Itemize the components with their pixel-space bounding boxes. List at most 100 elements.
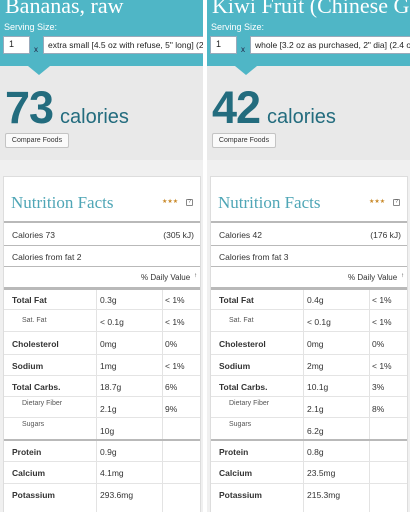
divider bbox=[4, 417, 200, 418]
nutrient-amount: 10g bbox=[100, 426, 115, 436]
rating-stars-icon[interactable]: ★★★ bbox=[162, 199, 179, 205]
nutrient-amount: 10.1g bbox=[307, 382, 329, 392]
divider bbox=[4, 245, 200, 246]
column-line bbox=[369, 290, 370, 512]
kilojoules-text: (305 kJ) bbox=[163, 230, 194, 240]
calories-number: 73 bbox=[5, 82, 54, 133]
nutrient-amount: 6.2g bbox=[307, 426, 324, 436]
divider bbox=[211, 354, 407, 355]
nutrient-label: Cholesterol bbox=[219, 339, 266, 349]
nutrient-daily-value: < 1% bbox=[372, 295, 392, 305]
column-line bbox=[303, 290, 304, 512]
food-panel-kiwi: Kiwi Fruit (Chinese Go Serving Size: 1 x… bbox=[207, 0, 410, 512]
nutrient-amount: < 0.1g bbox=[307, 317, 331, 327]
nutrient-amount: 2.1g bbox=[100, 404, 117, 414]
divider bbox=[211, 461, 407, 462]
food-title: Kiwi Fruit (Chinese Go bbox=[212, 0, 410, 18]
nutrient-label: Calcium bbox=[12, 468, 46, 478]
divider bbox=[4, 331, 200, 332]
nutrient-amount: 0.8g bbox=[307, 447, 324, 457]
title-bar bbox=[207, 0, 410, 66]
divider bbox=[211, 221, 407, 223]
nutrient-label: Cholesterol bbox=[12, 339, 59, 349]
quantity-input[interactable]: 1 bbox=[210, 36, 237, 54]
nutrient-label: Protein bbox=[219, 447, 249, 457]
nutrient-label: Potassium bbox=[12, 490, 55, 500]
divider bbox=[4, 309, 200, 310]
divider bbox=[211, 439, 407, 441]
column-line bbox=[96, 290, 97, 512]
food-title: Bananas, raw bbox=[5, 0, 124, 18]
calories-word: calories bbox=[60, 106, 129, 128]
quantity-input[interactable]: 1 bbox=[3, 36, 30, 54]
divider bbox=[4, 439, 200, 441]
kilojoules-text: (176 kJ) bbox=[370, 230, 401, 240]
serving-unit-select[interactable]: extra small [4.5 oz with refuse, 5" long… bbox=[43, 36, 203, 54]
nutrient-amount: 23.5mg bbox=[307, 468, 336, 478]
nutrition-facts-title: Nutrition Facts bbox=[11, 193, 114, 212]
rating-stars-icon[interactable]: ★★★ bbox=[369, 199, 386, 205]
divider bbox=[4, 461, 200, 462]
serving-unit-select[interactable]: whole [3.2 oz as purchased, 2" dia] (2.4… bbox=[250, 36, 410, 54]
nutrient-label: Dietary Fiber bbox=[22, 400, 63, 407]
compare-foods-button[interactable]: Compare Foods bbox=[212, 133, 276, 148]
nutrient-label: Sugars bbox=[22, 421, 45, 428]
from-fat-text: Calories from fat 2 bbox=[12, 252, 82, 262]
from-fat-text: Calories from fat 3 bbox=[219, 252, 289, 262]
compare-foods-button[interactable]: Compare Foods bbox=[5, 133, 69, 148]
nutrient-amount: 4.1mg bbox=[100, 468, 124, 478]
food-header: Bananas, raw Serving Size: 1 x extra sma… bbox=[0, 0, 203, 160]
info-icon: ↑ bbox=[401, 273, 404, 279]
daily-value-label: % Daily Value bbox=[141, 273, 191, 282]
nutrient-amount: 0.9g bbox=[100, 447, 117, 457]
help-icon[interactable]: ? bbox=[393, 199, 400, 206]
nutrient-label: Sugars bbox=[229, 421, 252, 428]
calories-number: 42 bbox=[212, 82, 261, 133]
nutrient-amount: 0mg bbox=[100, 339, 117, 349]
serving-size-label: Serving Size: bbox=[211, 22, 265, 32]
divider-thick bbox=[211, 287, 407, 290]
nutrition-facts-card: Nutrition Facts ★★★ ? Calories 42 (176 k… bbox=[210, 176, 408, 512]
nutrient-label: Sat. Fat bbox=[22, 317, 47, 324]
divider-thick bbox=[4, 287, 200, 290]
nutrient-amount: 0.3g bbox=[100, 295, 117, 305]
nutrient-daily-value: 8% bbox=[372, 404, 385, 414]
divider bbox=[4, 221, 200, 223]
nutrient-daily-value: < 1% bbox=[165, 361, 185, 371]
nutrient-amount: < 0.1g bbox=[100, 317, 124, 327]
divider bbox=[211, 266, 407, 267]
nutrient-amount: 2.1g bbox=[307, 404, 324, 414]
divider bbox=[211, 245, 407, 246]
nutrient-daily-value: 9% bbox=[165, 404, 178, 414]
nutrient-label: Dietary Fiber bbox=[229, 400, 270, 407]
nutrient-amount: 215.3mg bbox=[307, 490, 341, 500]
daily-value-label: % Daily Value bbox=[348, 273, 398, 282]
nutrient-label: Sodium bbox=[219, 361, 251, 371]
nutrient-label: Calcium bbox=[219, 468, 253, 478]
divider bbox=[211, 375, 407, 376]
help-icon[interactable]: ? bbox=[186, 199, 193, 206]
nutrient-daily-value: 0% bbox=[372, 339, 385, 349]
nutrient-label: Total Fat bbox=[219, 295, 254, 305]
divider bbox=[211, 483, 407, 484]
times-sign: x bbox=[241, 45, 245, 54]
nutrient-amount: 293.6mg bbox=[100, 490, 134, 500]
pointer-notch bbox=[28, 66, 50, 75]
nutrient-label: Potassium bbox=[219, 490, 262, 500]
nutrient-label: Total Fat bbox=[12, 295, 47, 305]
nutrient-label: Sat. Fat bbox=[229, 317, 254, 324]
nutrient-daily-value: < 1% bbox=[372, 317, 392, 327]
nutrient-label: Total Carbs. bbox=[219, 382, 268, 392]
divider bbox=[211, 417, 407, 418]
nutrient-amount: 18.7g bbox=[100, 382, 122, 392]
nutrition-facts-card: Nutrition Facts ★★★ ? Calories 73 (305 k… bbox=[3, 176, 201, 512]
title-bar bbox=[0, 0, 203, 66]
divider bbox=[4, 483, 200, 484]
nutrient-daily-value: < 1% bbox=[372, 361, 392, 371]
panel-divider bbox=[203, 0, 207, 512]
nutrient-amount: 2mg bbox=[307, 361, 324, 371]
divider bbox=[4, 375, 200, 376]
calories-text: Calories 42 bbox=[219, 230, 262, 240]
divider bbox=[4, 354, 200, 355]
info-icon: ↑ bbox=[194, 273, 197, 279]
